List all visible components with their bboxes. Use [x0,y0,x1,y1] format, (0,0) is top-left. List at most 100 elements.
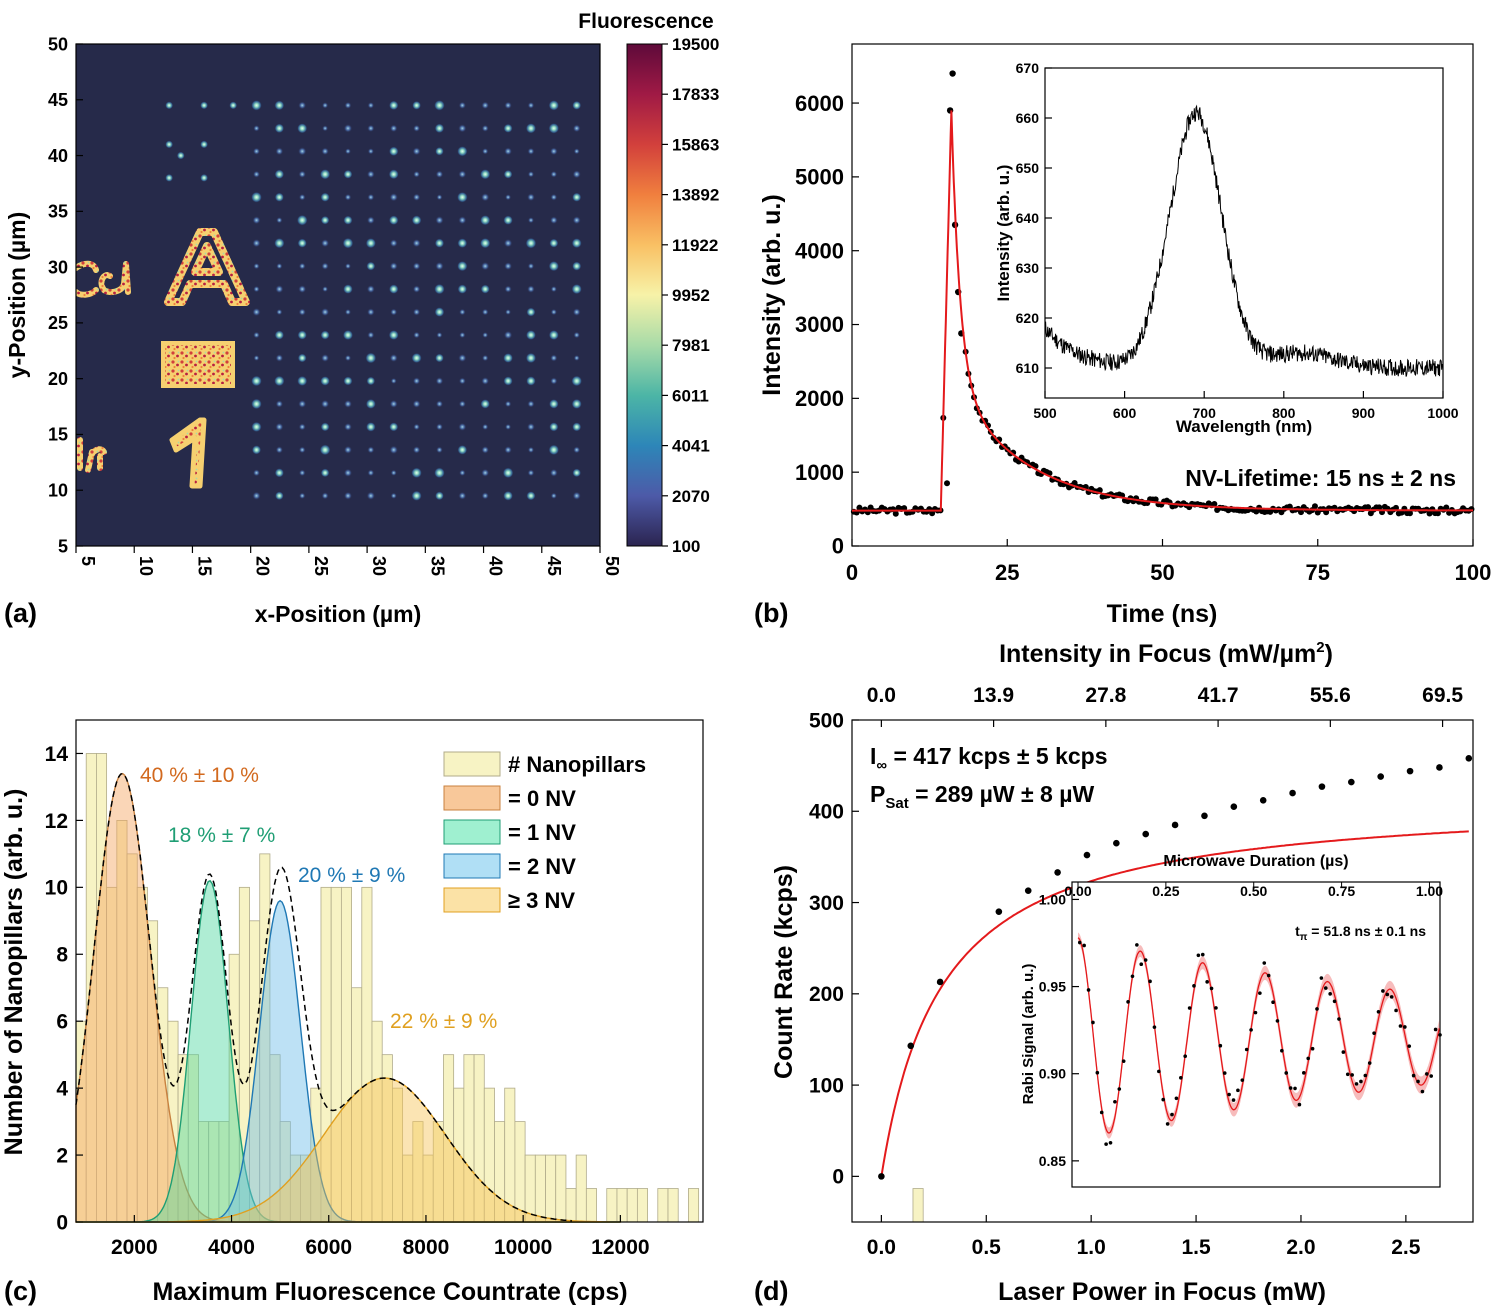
nanopillar-spot [343,123,353,133]
nanopillar-spot [297,375,308,387]
x-tick-label: 500 [1033,405,1057,421]
nanopillar-spot [481,124,489,132]
rabi-point [1328,992,1332,996]
lifetime-annotation: NV-Lifetime: 15 ns ± 2 ns [1185,465,1456,491]
nanopillar-spot [253,354,260,362]
nanopillar-spot [412,446,421,454]
nanopillar-spot [298,101,307,110]
legend-swatch [443,785,501,811]
spectrum-inset-ylabel: Intensity (arb. u.) [994,165,1013,302]
nanopillar-spot [435,261,444,271]
rabi-point [1275,1019,1280,1023]
x-tick-label: 0 [846,560,858,585]
nanopillar-spot [367,446,375,454]
nanopillar-spot [322,125,329,132]
panel-d-label: (d) [754,1276,788,1306]
nanopillar-spot [458,101,467,110]
marker-digit-one [169,417,207,489]
marker-letter-a [164,228,250,306]
rabi-point [1416,1079,1420,1084]
inset-x-tick-label: 1.00 [1416,883,1443,899]
nanopillar-spot [274,491,284,501]
rabi-point [1236,1088,1240,1093]
nanopillar-spot [572,422,582,432]
nanopillar-spot [200,140,209,149]
y-tick-label: 25 [48,313,68,333]
saturation-point [1318,783,1326,790]
nanopillar-spot [527,171,535,178]
colorbar-title: Fluorescence [578,10,713,33]
nanopillar-spot [343,468,353,478]
rabi-point [1179,1075,1183,1080]
rabi-point [1183,1054,1187,1059]
histogram-bar [626,1188,638,1223]
lifetime-point [949,70,956,77]
x-tick-label: 8000 [403,1236,450,1259]
rabi-point [1302,1071,1306,1075]
nanopillar-spot [298,492,306,500]
rabi-point [1126,1000,1130,1004]
lifetime-point [1426,510,1433,517]
nanopillar-spot [298,262,306,270]
rabi-point [1253,1010,1258,1015]
x-tick-label: 2.5 [1391,1236,1421,1259]
nanopillar-spot [503,215,513,225]
nanopillar-spot [572,170,581,179]
y-tick-label: 100 [809,1074,844,1097]
rabi-point [1152,1025,1157,1029]
nanopillar-spot [298,423,306,431]
nanopillar-spot [367,124,375,133]
nanopillar-spot [434,283,445,295]
nanopillar-spot [571,283,582,295]
histogram-bar [565,1188,577,1223]
rabi-fit-curve [1077,937,1440,1134]
nanopillar-spot [252,216,261,225]
x-tick-label: 4000 [208,1236,255,1259]
nanopillar-spot [503,238,513,248]
rabi-point [1205,980,1209,984]
rabi-point [1345,1072,1350,1077]
nanopillar-spot [276,262,283,270]
nanopillar-spot [548,100,560,111]
annotation-0nv: 40 % ± 10 % [140,764,259,787]
nanopillar-spot [297,123,308,134]
x-tick-label: 1.0 [1077,1236,1106,1259]
nanopillar-spot [458,216,467,225]
nanopillar-spot [389,399,398,409]
nanopillar-spot [412,238,421,248]
y-tick-label: 40 [48,146,68,166]
top-x-tick-label: 0.0 [867,684,896,707]
panel-a-xlabel: x-Position (µm) [255,601,422,627]
nanopillar-spot [572,124,581,133]
nanopillar-spot [413,331,421,339]
nanopillar-spot [251,445,262,455]
rabi-point [1293,1086,1297,1091]
rabi-point [1139,962,1144,967]
marker-rectangle [161,341,235,388]
y-tick-label: 630 [1016,260,1040,276]
saturation-point [878,1173,885,1180]
nanopillar-spot [504,445,512,454]
nanopillar-spot [367,193,375,201]
legend-label: = 1 NV [508,820,576,845]
top-x-tick-label: 41.7 [1198,684,1239,707]
rabi-point [1227,1092,1231,1097]
x-tick-label: 100 [1455,560,1492,585]
colorbar-tick-label: 4041 [672,437,710,456]
x-tick-label: 6000 [305,1236,352,1259]
rabi-inset-xlabel: Microwave Duration (µs) [1163,853,1348,870]
inset-x-tick-label: 0.75 [1328,883,1355,899]
colorbar-ticks: 19500 17833 15863 13892 11922 9952 7981 6011 404… [662,35,719,556]
nanopillar-spot [412,147,421,156]
x-tick-label: 20 [253,556,273,576]
lifetime-point [1376,504,1383,511]
legend-swatch [443,853,501,879]
rabi-point [1157,1069,1161,1074]
nanopillar-spot [320,239,330,248]
y-tick-label: 1000 [795,460,844,485]
y-tick-label: 14 [45,743,69,766]
legend-label: = 0 NV [508,786,576,811]
x-tick-label: 900 [1352,405,1376,421]
rabi-point [1222,1071,1227,1075]
nanopillar-spot [548,329,559,341]
